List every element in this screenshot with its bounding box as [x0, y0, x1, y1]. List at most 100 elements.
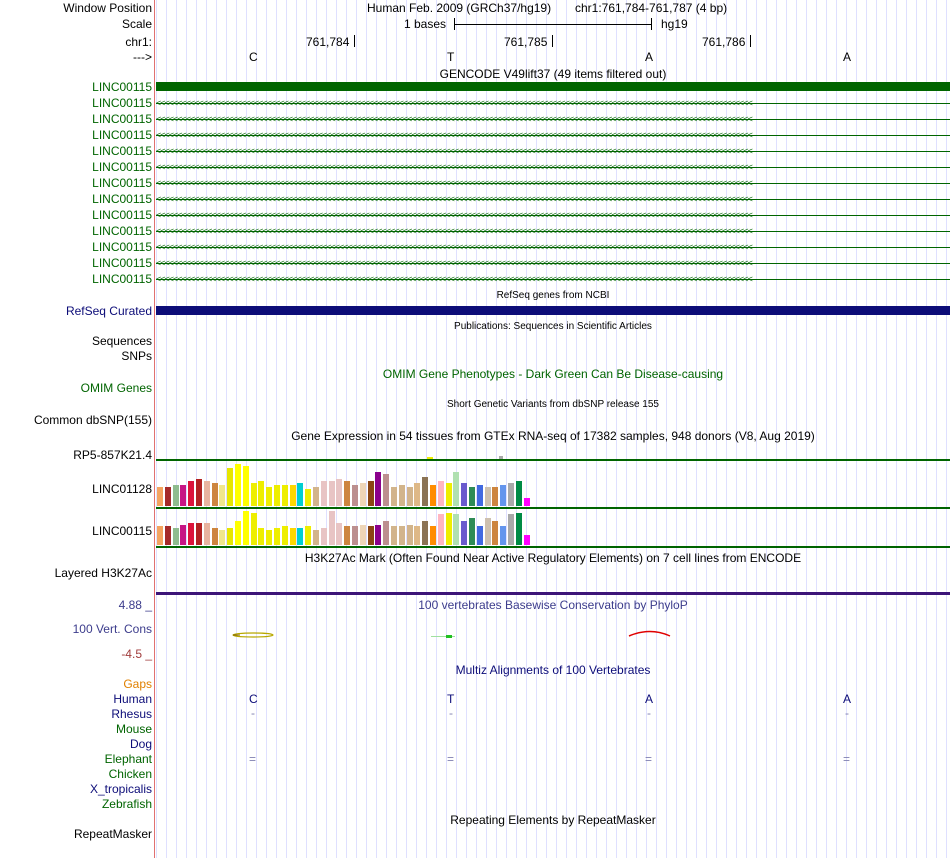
gtex-tissue-bar[interactable] [313, 487, 319, 506]
gencode-exon-bar[interactable] [156, 82, 950, 91]
gencode-item-label[interactable]: LINC00115 [92, 272, 152, 286]
gencode-item-label[interactable]: LINC00115 [92, 240, 152, 254]
gtex-tissue-bar[interactable] [305, 526, 312, 545]
gtex-tissue-bar[interactable] [180, 525, 187, 545]
gtex-tissue-bar[interactable] [414, 526, 421, 545]
gtex-tissue-bar[interactable] [437, 481, 444, 506]
gtex-tissue-bar[interactable] [445, 513, 452, 545]
gtex-tissue-bar[interactable] [157, 526, 163, 545]
gtex-tissue-bar[interactable] [297, 528, 304, 545]
gtex-tissue-bar[interactable] [430, 526, 436, 545]
gtex-tissue-bar[interactable] [500, 485, 507, 506]
gtex-title[interactable]: Gene Expression in 54 tissues from GTEx … [291, 429, 815, 443]
gtex-tissue-bar[interactable] [383, 521, 390, 545]
gtex-tissue-bar[interactable] [297, 483, 304, 506]
gencode-intron-line[interactable]: <<<<<<<<<<<<<<<<<<<<<<<<<<<<<<<<<<<<<<<<… [156, 194, 950, 204]
omim-label[interactable]: OMIM Genes [80, 381, 152, 395]
gaps-label[interactable]: Gaps [123, 677, 152, 691]
gtex-tissue-bar[interactable] [336, 523, 343, 545]
gtex-tissue-bar[interactable] [266, 487, 273, 506]
gtex-tissue-bar[interactable] [352, 485, 358, 506]
gtex-tissue-bar[interactable] [250, 513, 257, 545]
gencode-intron-line[interactable]: <<<<<<<<<<<<<<<<<<<<<<<<<<<<<<<<<<<<<<<<… [156, 242, 950, 252]
gtex-tissue-bar[interactable] [367, 526, 374, 545]
gtex-tissue-bar[interactable] [196, 479, 202, 506]
gtex-tissue-bar[interactable] [219, 485, 226, 506]
gtex-tissue-bar[interactable] [414, 483, 421, 506]
gtex-tissue-bar[interactable] [203, 523, 210, 545]
gencode-item-label[interactable]: LINC00115 [92, 128, 152, 142]
gencode-intron-line[interactable]: <<<<<<<<<<<<<<<<<<<<<<<<<<<<<<<<<<<<<<<<… [156, 178, 950, 188]
gencode-intron-line[interactable]: <<<<<<<<<<<<<<<<<<<<<<<<<<<<<<<<<<<<<<<<… [156, 258, 950, 268]
gencode-intron-line[interactable]: <<<<<<<<<<<<<<<<<<<<<<<<<<<<<<<<<<<<<<<<… [156, 146, 950, 156]
range-label[interactable]: chr1:761,784-761,787 (4 bp) [575, 1, 728, 15]
phylop-label[interactable]: 100 Vert. Cons [72, 622, 152, 636]
gtex-tissue-bar[interactable] [235, 464, 241, 506]
gtex-gene-3[interactable]: LINC00115 [92, 524, 152, 538]
gtex-tissue-bar[interactable] [258, 528, 265, 545]
gtex-tissue-bar[interactable] [500, 526, 507, 545]
gtex-tissue-bar[interactable] [313, 530, 319, 545]
species-zebrafish[interactable]: Zebrafish [101, 797, 152, 811]
gencode-item-label[interactable]: LINC00115 [92, 176, 152, 190]
gtex-tissue-bar[interactable] [188, 523, 195, 545]
gtex-tissue-bar[interactable] [172, 485, 179, 506]
gtex-tissue-bar[interactable] [492, 487, 499, 506]
gtex-tissue-bar[interactable] [250, 483, 257, 506]
gtex-tissue-bar[interactable] [461, 483, 468, 506]
gtex-tissue-bar[interactable] [211, 528, 218, 545]
gtex-tissue-bar[interactable] [515, 481, 522, 506]
species-dog[interactable]: Dog [129, 737, 152, 751]
gtex-tissue-bar[interactable] [515, 513, 522, 545]
multiz-title[interactable]: Multiz Alignments of 100 Vertebrates [455, 663, 651, 677]
gencode-item-label[interactable]: LINC00115 [92, 96, 152, 110]
gtex-tissue-bar[interactable] [469, 487, 475, 506]
gtex-tissue-bar[interactable] [203, 481, 210, 506]
gtex-tissue-bar[interactable] [422, 477, 429, 506]
gtex-tissue-bar[interactable] [508, 514, 514, 545]
omim-title[interactable]: OMIM Gene Phenotypes - Dark Green Can Be… [382, 367, 724, 381]
gtex-tissue-bar[interactable] [484, 487, 491, 506]
gtex-tissue-bar[interactable] [219, 530, 226, 545]
gtex-tissue-bar[interactable] [391, 526, 397, 545]
gencode-intron-line[interactable]: <<<<<<<<<<<<<<<<<<<<<<<<<<<<<<<<<<<<<<<<… [156, 274, 950, 284]
gtex-tissue-bar[interactable] [164, 526, 171, 545]
species-x-tropicalis[interactable]: X_tropicalis [89, 782, 152, 796]
gtex-tissue-bar[interactable] [453, 514, 460, 545]
gencode-item-label[interactable]: LINC00115 [92, 192, 152, 206]
gtex-tissue-bar[interactable] [235, 521, 241, 545]
gtex-tissue-bar[interactable] [266, 530, 273, 545]
gtex-tissue-bar[interactable] [453, 472, 460, 506]
gtex-tissue-bar[interactable] [211, 483, 218, 506]
dbsnp-title[interactable]: Short Genetic Variants from dbSNP releas… [447, 399, 659, 410]
gtex-tissue-bar[interactable] [227, 528, 234, 545]
gtex-tissue-bar[interactable] [476, 526, 483, 545]
gtex-tissue-bar[interactable] [484, 518, 491, 545]
gtex-tissue-bar[interactable] [359, 483, 366, 506]
gencode-item-label[interactable]: LINC00115 [92, 112, 152, 126]
gtex-tissue-bar[interactable] [188, 481, 195, 506]
gtex-tissue-bar[interactable] [164, 487, 171, 506]
gtex-tissue-bar[interactable] [336, 479, 343, 506]
gencode-item-label[interactable]: LINC00115 [92, 144, 152, 158]
gtex-tissue-bar[interactable] [508, 483, 514, 506]
gtex-tissue-bar[interactable] [430, 485, 436, 506]
gtex-tissue-bar[interactable] [289, 528, 296, 545]
gtex-gene-2[interactable]: LINC01128 [92, 482, 152, 496]
gtex-tissue-bar[interactable] [461, 521, 468, 545]
gtex-tissue-bar[interactable] [375, 472, 382, 506]
species-mouse[interactable]: Mouse [115, 722, 152, 736]
gtex-tissue-bar[interactable] [367, 481, 374, 506]
species-elephant[interactable]: Elephant [104, 752, 152, 766]
h3k27ac-label[interactable]: Layered H3K27Ac [54, 566, 152, 580]
gtex-tissue-bar[interactable] [445, 483, 452, 506]
h3k27ac-signal[interactable] [156, 592, 950, 595]
gencode-intron-line[interactable]: <<<<<<<<<<<<<<<<<<<<<<<<<<<<<<<<<<<<<<<<… [156, 210, 950, 220]
gtex-tissue-bar[interactable] [242, 466, 249, 506]
phylop-title[interactable]: 100 vertebrates Basewise Conservation by… [418, 598, 688, 612]
gencode-item-label[interactable]: LINC00115 [92, 208, 152, 222]
gtex-gene-1[interactable]: RP5-857K21.4 [73, 448, 152, 462]
gtex-tissue-bar[interactable] [258, 481, 265, 506]
gencode-intron-line[interactable]: <<<<<<<<<<<<<<<<<<<<<<<<<<<<<<<<<<<<<<<<… [156, 130, 950, 140]
gtex-tissue-bar[interactable] [274, 528, 280, 545]
